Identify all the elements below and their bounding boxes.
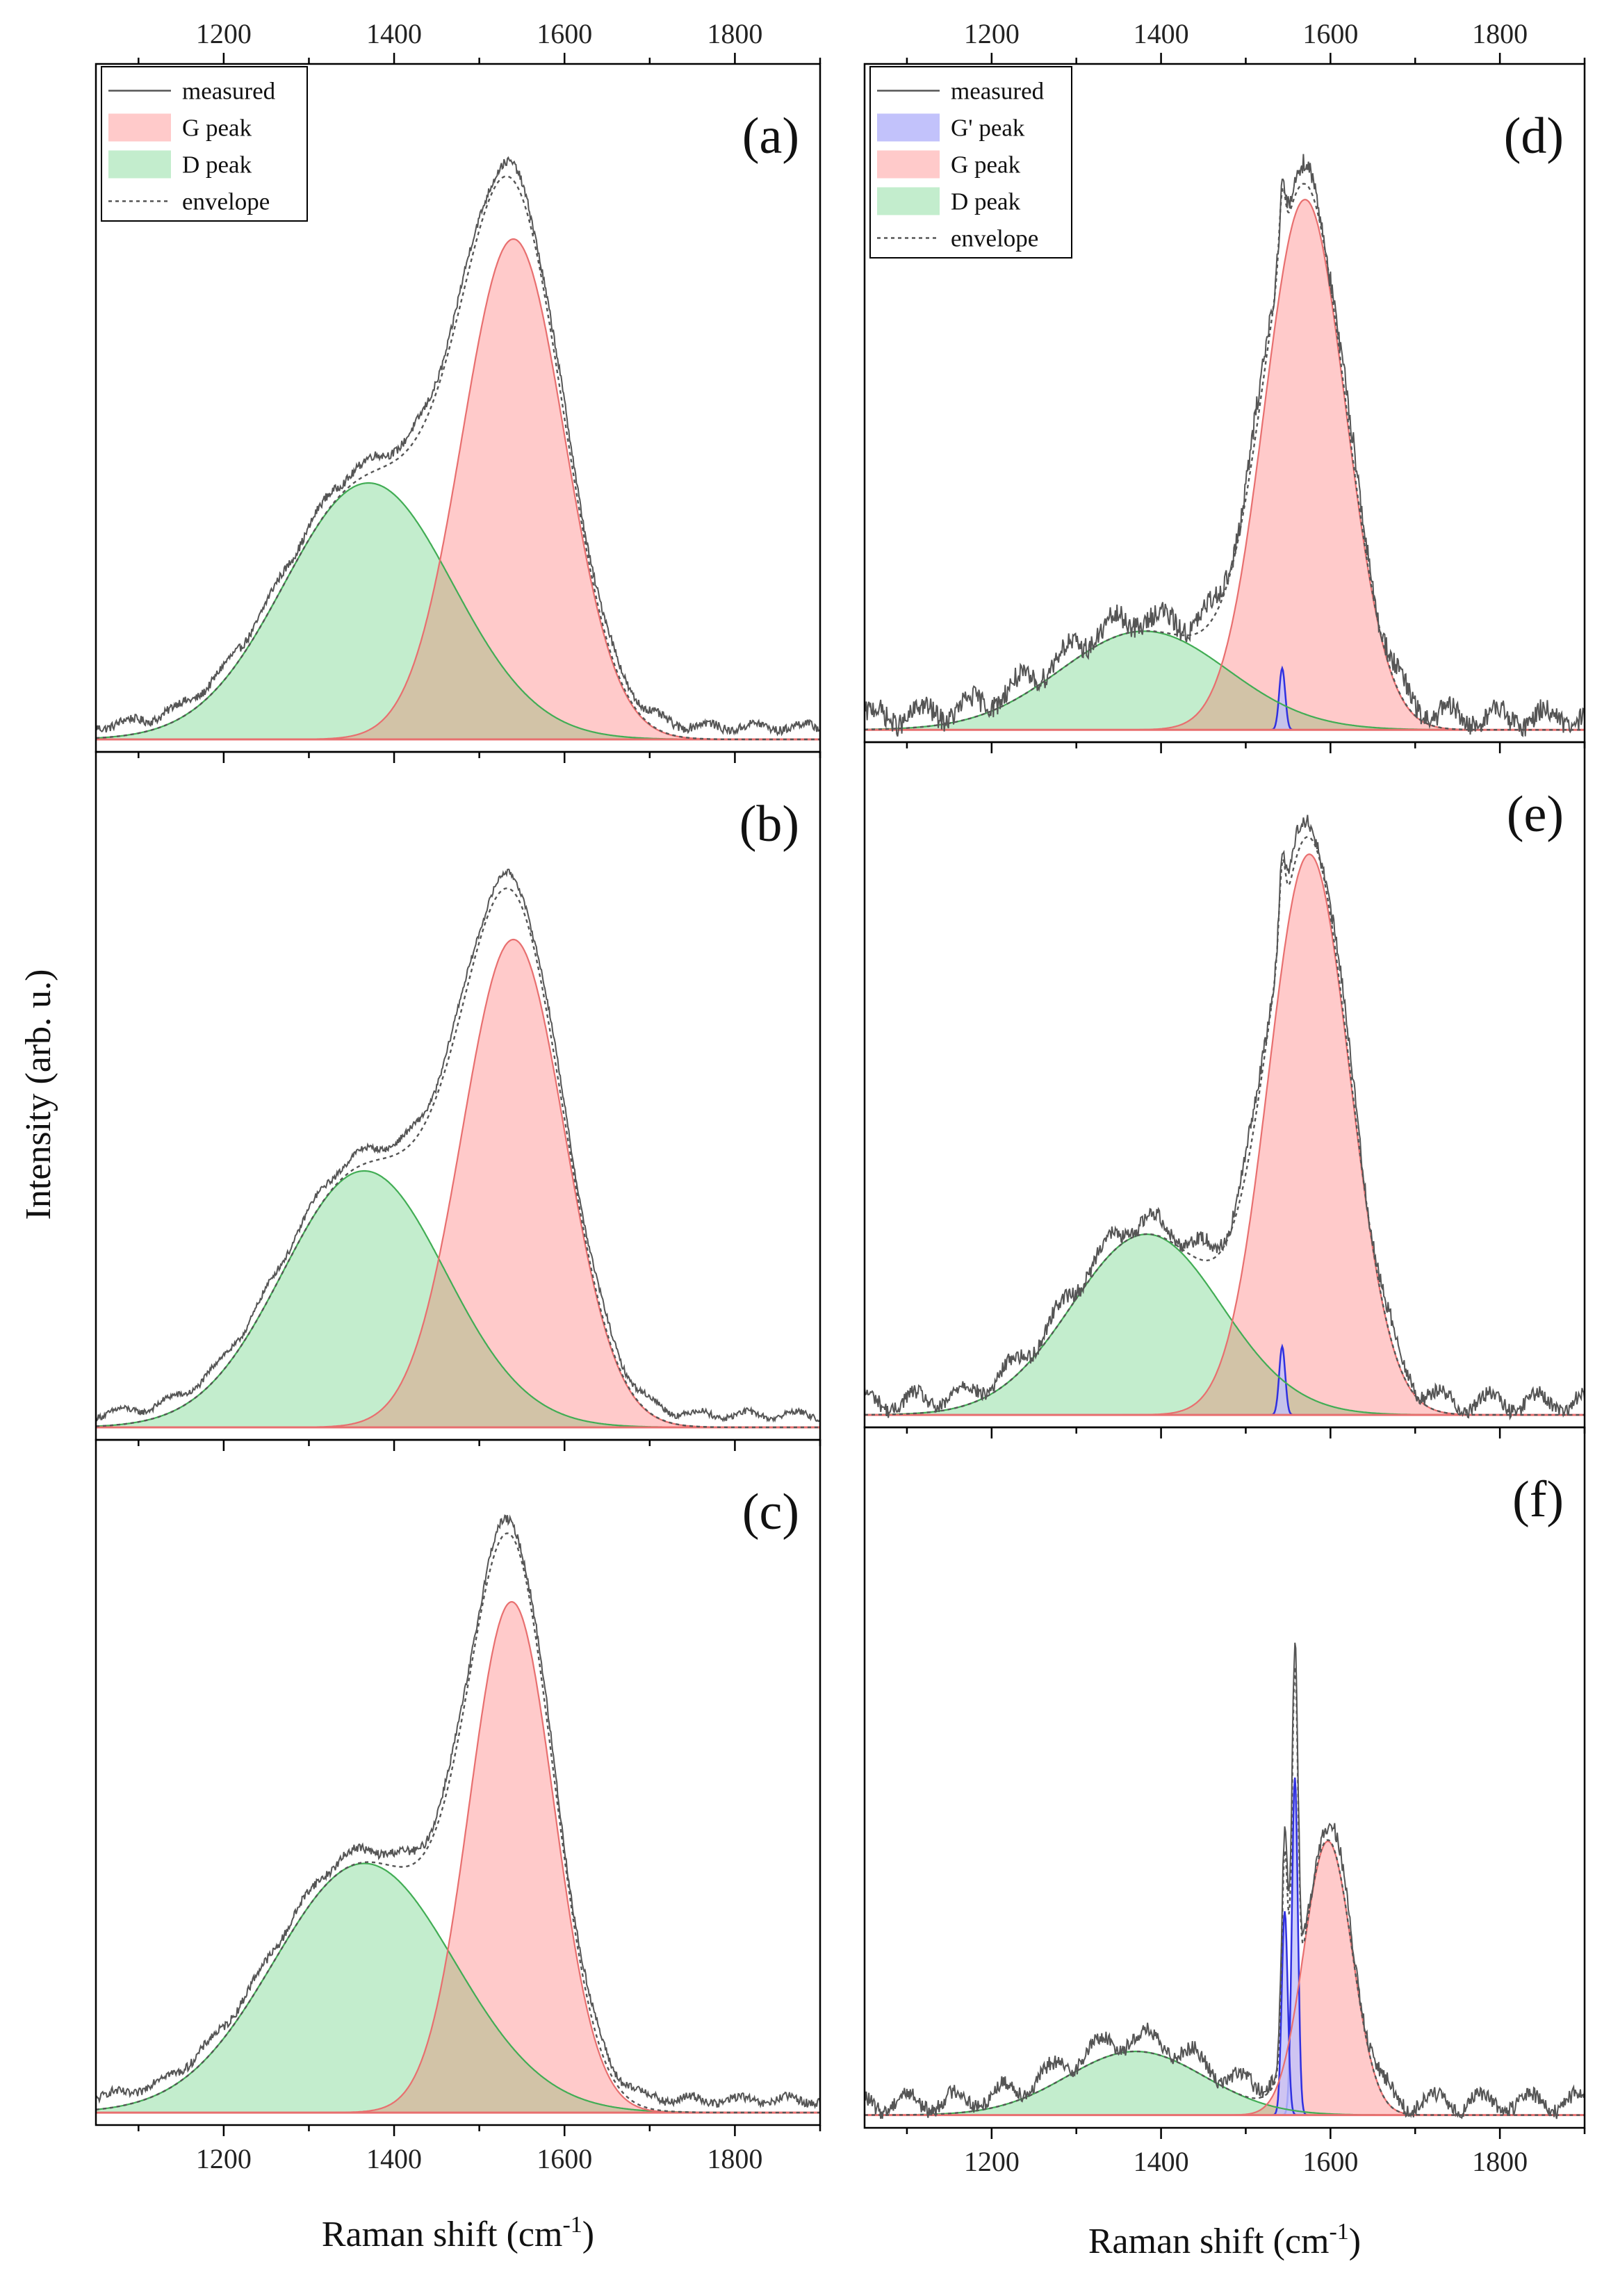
panel-d-legend-item-0: measured xyxy=(877,78,1045,105)
panel-f-bottom-tick-label-1600: 1600 xyxy=(1302,2146,1358,2177)
panel-b-label: (b) xyxy=(739,796,799,853)
panel-d: 1200 1400 1600 1800 (d) measured G' peak G peak… xyxy=(863,18,1586,753)
panel-e-overlap-area xyxy=(865,1321,1585,1416)
panel-a-top-tick-label-1200: 1200 xyxy=(196,18,252,49)
panel-a-legend-box xyxy=(101,66,308,222)
panel-e-d-peak-area xyxy=(865,1234,1585,1416)
panel-c-plot xyxy=(96,1514,820,2114)
panel-a-overlap-area xyxy=(96,560,820,739)
panel-f: 1200 1400 1600 1800 (f) xyxy=(863,1426,1586,2177)
panel-a-top-tick-label-1600: 1600 xyxy=(537,18,592,49)
panel-d-legend-item-4: envelope xyxy=(877,225,1038,252)
panel-d-label: (d) xyxy=(1504,108,1564,165)
panel-c-bottom-tick-label-1200: 1200 xyxy=(196,2143,252,2174)
panel-d-legend-label-3: D peak xyxy=(951,188,1021,215)
panel-b-measured-line xyxy=(96,868,820,1423)
panel-a-top-tick-label-1800: 1800 xyxy=(707,18,762,49)
panel-e-plot xyxy=(865,814,1585,1421)
panel-a-top-tick-label-1400: 1400 xyxy=(366,18,422,49)
panel-e-label: (e) xyxy=(1507,786,1564,843)
panel-f-measured-line xyxy=(865,1642,1585,2119)
panels-layer: 1200 1400 1600 1800 (a) measured G peak D peak e… xyxy=(95,18,1586,2177)
panel-f-plot xyxy=(865,1642,1585,2119)
panel-d-overlap-area xyxy=(865,666,1585,730)
panel-a: 1200 1400 1600 1800 (a) measured G peak D peak e… xyxy=(95,18,821,763)
panel-f-frame xyxy=(863,1426,1586,2129)
x-axis-title-right-close: ) xyxy=(1349,2222,1361,2261)
panel-f-envelope-line xyxy=(865,1666,1585,2116)
panel-a-legend-label-1: G peak xyxy=(182,115,252,142)
panel-a-legend-label-0: measured xyxy=(182,78,276,105)
panel-e: (e) xyxy=(863,741,1586,1438)
panel-d-legend-label-1: G' peak xyxy=(951,115,1025,142)
panel-b-g-peak-area xyxy=(96,940,820,1427)
panel-a-plot xyxy=(96,156,820,741)
panel-a-legend-label-3: envelope xyxy=(182,188,270,215)
panel-c-bottom-tick-label-1400: 1400 xyxy=(366,2143,422,2174)
panel-a-legend: measured G peak D peak envelope xyxy=(101,66,308,222)
panel-f-bottom-tick-label-1400: 1400 xyxy=(1134,2146,1189,2177)
panel-b-overlap-area xyxy=(96,1259,820,1427)
panel-d-g-peak-line xyxy=(865,199,1585,731)
x-axis-title-right-base: Raman shift (cm xyxy=(1088,2222,1330,2261)
panel-a-legend-item-2: D peak xyxy=(108,150,252,179)
panel-c: 1200 1400 1600 1800 (c) xyxy=(95,1438,821,2174)
panel-d-legend-item-1: G' peak xyxy=(877,113,1025,142)
x-axis-title-left-sup: -1 xyxy=(562,2212,582,2238)
panel-f-g-peak-line xyxy=(865,1840,1585,2116)
panel-b-envelope-line xyxy=(96,887,820,1429)
panel-f-label: (f) xyxy=(1512,1471,1564,1528)
panel-d-top-tick-label-1600: 1600 xyxy=(1302,18,1358,49)
panel-a-envelope-line xyxy=(96,175,820,741)
panel-a-label: (a) xyxy=(742,108,799,165)
panel-d-legend-item-3: D peak xyxy=(877,187,1021,215)
panel-d-legend: measured G' peak G peak D peak envelope xyxy=(869,66,1072,259)
panel-d-measured-line xyxy=(865,154,1585,737)
panel-a-legend-item-1: G peak xyxy=(108,113,252,142)
panel-c-frame xyxy=(95,1438,821,2126)
x-axis-title-left-base: Raman shift (cm xyxy=(322,2215,563,2254)
panel-e-measured-line xyxy=(865,814,1585,1421)
panel-f-bottom-tick-label-1800: 1800 xyxy=(1472,2146,1528,2177)
panel-f-bottom-tick-label-1200: 1200 xyxy=(964,2146,1020,2177)
x-axis-title-left-close: ) xyxy=(582,2215,594,2254)
panel-d-g-peak-area xyxy=(865,199,1585,730)
panel-a-legend-label-2: D peak xyxy=(182,151,252,179)
panel-a-measured-line xyxy=(96,156,820,737)
panel-a-legend-item-0: measured xyxy=(108,78,276,105)
panel-d-legend-item-2: G peak xyxy=(877,150,1021,179)
x-axis-title-right-sup: -1 xyxy=(1329,2219,1348,2245)
panel-f-gprime-peak-1 xyxy=(865,1911,1585,2116)
panel-d-top-tick-label-1200: 1200 xyxy=(964,18,1020,49)
panel-d-top-tick-label-1800: 1800 xyxy=(1472,18,1528,49)
panel-c-bottom-tick-label-1600: 1600 xyxy=(537,2143,592,2174)
panel-d-envelope-line xyxy=(865,183,1585,731)
panel-f-d-peak-area xyxy=(865,2051,1585,2115)
panel-c-measured-line xyxy=(96,1514,820,2110)
panel-a-g-peak-area xyxy=(96,239,820,739)
panel-c-overlap-area xyxy=(96,1950,820,2113)
panel-d-legend-label-0: measured xyxy=(951,78,1045,105)
y-axis-title: Intensity (arb. u.) xyxy=(19,969,58,1220)
panel-d-plot xyxy=(865,154,1585,737)
panel-d-legend-label-2: G peak xyxy=(951,151,1021,179)
panel-b-plot xyxy=(96,868,820,1429)
panel-c-label: (c) xyxy=(742,1484,799,1541)
panel-f-g-peak-area xyxy=(865,1841,1585,2115)
panel-b: (b) xyxy=(95,751,821,1451)
panel-a-legend-item-3: envelope xyxy=(108,188,270,215)
panel-c-bottom-tick-label-1800: 1800 xyxy=(707,2143,762,2174)
panel-f-gprime-peak-0 xyxy=(865,1777,1585,2116)
x-axis-title-left: Raman shift (cm-1) xyxy=(322,2212,594,2254)
panel-d-legend-label-4: envelope xyxy=(951,225,1038,252)
panel-d-top-tick-label-1400: 1400 xyxy=(1134,18,1189,49)
x-axis-title-right: Raman shift (cm-1) xyxy=(1088,2219,1361,2261)
panel-c-envelope-line xyxy=(96,1532,820,2114)
